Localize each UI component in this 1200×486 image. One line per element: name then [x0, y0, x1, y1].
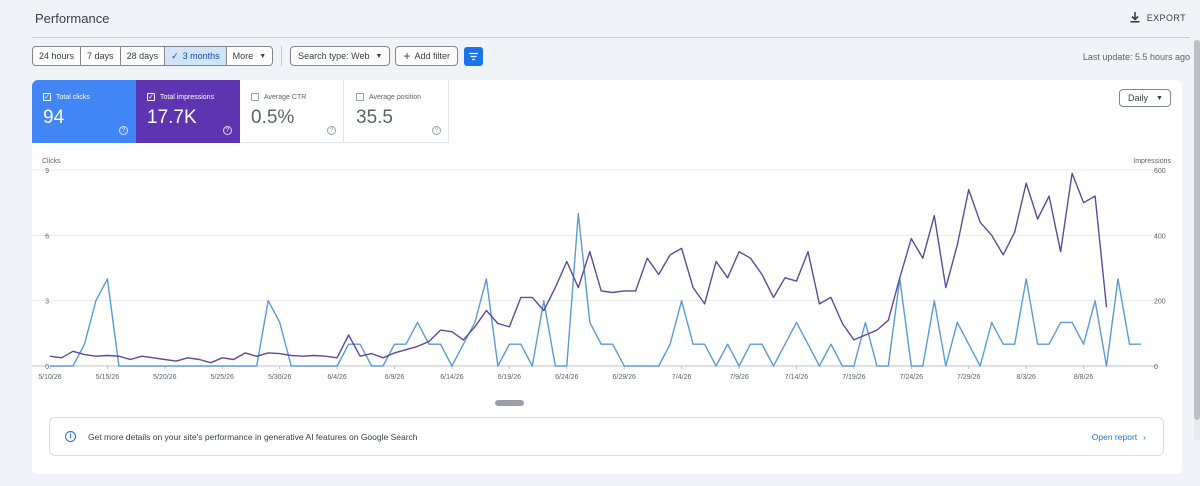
x-tick-label: 6/9/26 — [385, 374, 405, 381]
clicks-series-line — [50, 212, 1141, 367]
x-tick-label: 5/10/26 — [38, 374, 61, 381]
granularity-dropdown[interactable]: Daily ▼ — [1119, 89, 1171, 107]
download-icon — [1130, 12, 1140, 23]
range-28-days[interactable]: 28 days — [121, 47, 166, 65]
chevron-right-icon: › — [1143, 431, 1146, 442]
info-icon: i — [65, 431, 76, 442]
chart-scroll-handle[interactable] — [495, 400, 524, 406]
right-axis-title: Impressions — [1133, 158, 1171, 165]
help-icon[interactable]: ? — [119, 126, 128, 135]
header-divider — [32, 37, 1190, 38]
filter-settings-button[interactable] — [463, 46, 483, 66]
metric-label: Total clicks — [56, 93, 90, 101]
metric-label: Total impressions — [160, 93, 215, 101]
granularity-label: Daily — [1128, 93, 1149, 103]
y-tick-label-left: 3 — [45, 299, 49, 306]
page-title: Performance — [35, 11, 110, 26]
filter-separator — [281, 46, 283, 66]
x-tick-label: 7/14/26 — [785, 374, 808, 381]
metric-value: 94 — [43, 107, 65, 128]
x-tick-label: 7/24/26 — [900, 374, 923, 381]
top-bar: Performance EXPORT — [0, 0, 1200, 40]
checkbox-unchecked-icon[interactable] — [251, 93, 259, 101]
metric-value: 0.5% — [251, 107, 295, 128]
checkbox-checked-icon[interactable]: ✓ — [147, 93, 155, 101]
caret-down-icon: ▼ — [375, 52, 383, 60]
x-tick-label: 5/20/26 — [153, 374, 176, 381]
range-7-days[interactable]: 7 days — [81, 47, 121, 65]
metric-value: 17.7K — [147, 107, 197, 128]
last-update-text: Last update: 5.5 hours ago — [1082, 52, 1190, 62]
x-tick-label: 6/14/26 — [440, 374, 463, 381]
y-tick-label-right: 600 — [1154, 168, 1166, 175]
x-tick-label: 6/19/26 — [498, 374, 521, 381]
date-range-selector: 24 hours 7 days 28 days ✓ 3 months More ▼ — [32, 46, 274, 66]
help-icon[interactable]: ? — [432, 126, 441, 135]
filter-list-icon — [468, 52, 478, 60]
performance-chart: 9 600 6 400 3 200 0 0 Clicks Impressions 5/10/26 5/… — [32, 158, 1172, 381]
caret-down-icon: ▼ — [259, 52, 267, 60]
range-more-dropdown[interactable]: More ▼ — [232, 51, 267, 61]
open-report-link[interactable]: Open report › — [1091, 431, 1146, 442]
banner-message: Get more details on your site's performa… — [88, 431, 418, 442]
x-tick-label: 8/8/26 — [1074, 374, 1094, 381]
export-button[interactable]: EXPORT — [1130, 12, 1186, 23]
search-type-dropdown[interactable]: Search type: Web ▼ — [290, 46, 391, 66]
help-icon[interactable]: ? — [327, 126, 336, 135]
metric-total-clicks[interactable]: ✓ Total clicks 94 ? — [32, 80, 136, 143]
x-tick-label: 8/3/26 — [1016, 374, 1036, 381]
performance-card: ✓ Total clicks 94 ? ✓ Total impressions 17… — [32, 80, 1182, 474]
x-tick-label: 7/29/26 — [957, 374, 980, 381]
check-icon: ✓ — [171, 50, 179, 61]
checkbox-checked-icon[interactable]: ✓ — [43, 93, 51, 101]
caret-down-icon: ▼ — [1156, 94, 1163, 102]
y-tick-label-right: 0 — [1154, 364, 1158, 371]
scrollbar-thumb[interactable] — [1194, 40, 1200, 420]
y-tick-label-left: 9 — [45, 168, 49, 175]
metric-average-ctr[interactable]: Average CTR 0.5% ? — [240, 80, 344, 143]
left-axis-title: Clicks — [42, 158, 61, 165]
add-filter-label: Add filter — [414, 51, 450, 61]
impressions-series-line — [49, 172, 1108, 364]
x-tick-label: 6/24/26 — [555, 374, 578, 381]
plus-icon: + — [403, 49, 411, 63]
x-tick-label: 5/15/26 — [96, 374, 119, 381]
add-filter-button[interactable]: + Add filter — [395, 46, 458, 66]
metric-label: Average position — [369, 93, 422, 101]
metric-value: 35.5 — [356, 107, 393, 128]
checkbox-unchecked-icon[interactable] — [356, 93, 364, 101]
page-scrollbar[interactable] — [1194, 40, 1200, 440]
metric-average-position[interactable]: Average position 35.5 ? — [345, 80, 449, 143]
metric-label: Average CTR — [264, 93, 307, 101]
help-icon[interactable]: ? — [223, 126, 232, 135]
y-tick-label-right: 200 — [1154, 299, 1166, 306]
search-type-label: Search type: Web — [298, 51, 370, 61]
x-tick-label: 5/30/26 — [268, 374, 291, 381]
x-tick-label: 6/4/26 — [327, 374, 347, 381]
y-tick-label-left: 6 — [45, 233, 49, 240]
metric-total-impressions[interactable]: ✓ Total impressions 17.7K ? — [136, 80, 240, 143]
y-tick-label-right: 400 — [1154, 233, 1166, 240]
range-3-months[interactable]: ✓ 3 months — [165, 47, 227, 65]
x-tick-label: 7/19/26 — [842, 374, 865, 381]
filter-bar: 24 hours 7 days 28 days ✓ 3 months More ▼ … — [32, 46, 483, 66]
x-tick-label: 7/9/26 — [729, 374, 749, 381]
ai-features-banner: i Get more details on your site's perfor… — [49, 417, 1164, 456]
x-tick-label: 7/4/26 — [672, 374, 692, 381]
x-tick-label: 6/29/26 — [613, 374, 636, 381]
y-tick-label-left: 0 — [45, 364, 49, 371]
range-24-hours[interactable]: 24 hours — [33, 47, 82, 65]
export-label: EXPORT — [1146, 12, 1186, 23]
x-tick-label: 5/25/26 — [211, 374, 234, 381]
